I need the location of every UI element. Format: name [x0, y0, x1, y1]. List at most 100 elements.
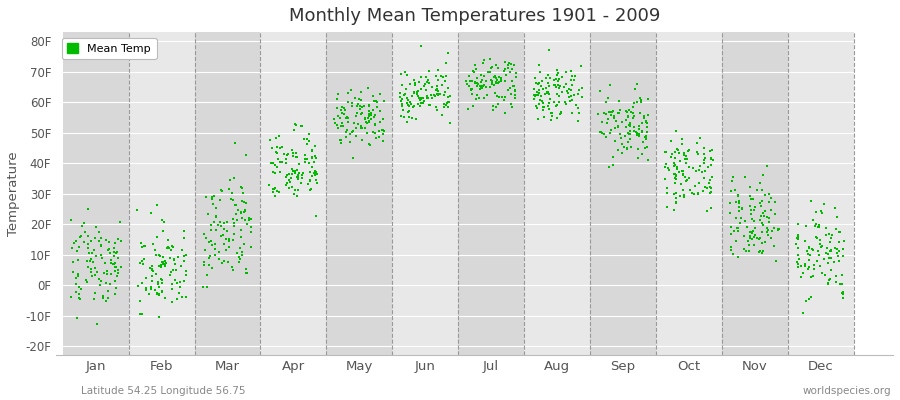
Point — [822, 230, 836, 237]
Point — [425, 95, 439, 102]
Point — [620, 146, 634, 152]
Point — [634, 120, 649, 127]
Point — [93, 281, 107, 288]
Point — [278, 160, 293, 166]
Point — [681, 175, 696, 182]
Point — [821, 260, 835, 266]
Point — [158, 258, 172, 264]
Point — [344, 87, 358, 94]
Point — [431, 92, 446, 98]
Point — [308, 172, 322, 178]
Point — [359, 118, 374, 125]
Point — [702, 180, 716, 186]
Point — [290, 174, 304, 181]
Point — [108, 264, 122, 270]
Point — [92, 228, 106, 235]
Point — [706, 157, 720, 163]
Point — [239, 221, 254, 227]
Point — [359, 118, 374, 125]
Point — [689, 168, 704, 174]
Point — [658, 164, 672, 170]
Point — [108, 240, 122, 246]
Point — [176, 278, 191, 284]
Point — [396, 92, 410, 98]
Point — [639, 135, 653, 142]
Point — [266, 168, 280, 175]
Point — [704, 162, 718, 168]
Point — [824, 267, 839, 274]
Point — [569, 102, 583, 108]
Point — [113, 264, 128, 270]
Point — [202, 254, 216, 261]
Point — [440, 100, 454, 106]
Point — [508, 92, 523, 98]
Point — [635, 139, 650, 145]
Point — [756, 210, 770, 216]
Point — [377, 128, 392, 134]
Point — [86, 250, 100, 256]
Point — [211, 222, 225, 228]
Point — [150, 279, 165, 286]
Point — [395, 107, 410, 113]
Point — [613, 107, 627, 114]
Point — [505, 78, 519, 85]
Point — [171, 289, 185, 296]
Point — [669, 173, 683, 179]
Point — [731, 193, 745, 199]
Point — [273, 144, 287, 151]
Point — [489, 62, 503, 68]
Point — [340, 99, 355, 105]
Point — [362, 103, 376, 110]
Point — [597, 110, 611, 116]
Point — [96, 270, 111, 276]
Point — [151, 314, 166, 320]
Point — [353, 103, 367, 110]
Point — [754, 187, 769, 193]
Point — [205, 195, 220, 202]
Point — [425, 84, 439, 90]
Point — [484, 79, 499, 85]
Point — [724, 223, 738, 230]
Point — [553, 83, 567, 89]
Point — [549, 103, 563, 110]
Point — [746, 218, 760, 224]
Point — [73, 296, 87, 302]
Point — [692, 180, 706, 187]
Point — [808, 223, 823, 230]
Point — [538, 91, 553, 98]
Point — [462, 83, 476, 90]
Point — [146, 240, 160, 247]
Point — [676, 168, 690, 175]
Point — [333, 106, 347, 113]
Point — [819, 225, 833, 231]
Point — [149, 270, 164, 277]
Point — [499, 72, 513, 78]
Point — [563, 76, 578, 83]
Point — [177, 252, 192, 259]
Point — [435, 112, 449, 118]
Point — [93, 276, 107, 283]
Point — [264, 160, 278, 166]
Point — [407, 102, 421, 109]
Point — [620, 113, 634, 120]
Point — [559, 81, 573, 88]
Point — [796, 310, 811, 316]
Point — [176, 294, 190, 300]
Point — [531, 116, 545, 122]
Point — [599, 134, 614, 140]
Point — [755, 240, 770, 246]
Point — [529, 91, 544, 98]
Point — [630, 130, 644, 136]
Point — [729, 215, 743, 221]
Point — [71, 284, 86, 290]
Point — [355, 123, 369, 129]
Point — [801, 251, 815, 257]
Point — [497, 68, 511, 74]
Point — [424, 92, 438, 98]
Point — [376, 115, 391, 122]
Point — [559, 101, 573, 107]
Point — [732, 192, 746, 198]
Point — [150, 289, 165, 296]
Point — [406, 104, 420, 110]
Point — [423, 102, 437, 108]
